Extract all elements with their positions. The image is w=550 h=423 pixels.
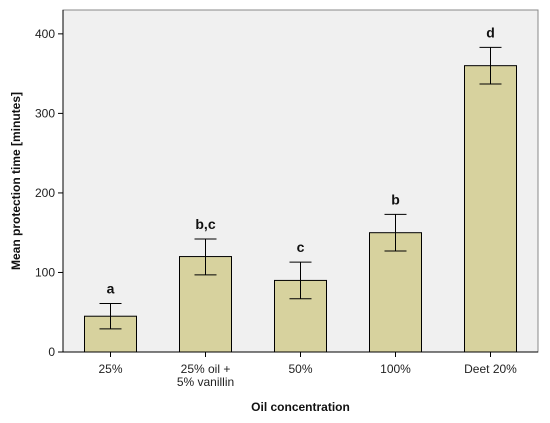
x-tick-label: 100% [380,362,411,376]
significance-label: b [391,191,400,207]
x-tick-label: 25% [98,362,122,376]
x-tick-label: Deet 20% [464,362,517,376]
y-axis-ticks: 0 100 200 300 400 [35,27,63,359]
y-tick-label: 100 [35,265,55,279]
y-axis-title: Mean protection time [minutes] [9,92,23,270]
significance-label: c [297,239,305,255]
y-tick-label: 400 [35,27,55,41]
x-axis-ticks: 25% 25% oil +5% vanillin 50% 100% Deet 20% [98,352,517,389]
x-axis-title: Oil concentration [251,400,350,414]
bars [84,65,517,353]
significance-labels: a b,c c b d [107,24,495,296]
bar [464,65,517,353]
y-tick-label: 300 [35,106,55,120]
error-bar [479,46,502,85]
y-tick-label: 0 [48,345,55,359]
error-bar [99,302,122,330]
y-tick-label: 200 [35,186,55,200]
x-tick-label: 50% [288,362,312,376]
error-bar [289,261,312,300]
error-bars [99,46,502,330]
significance-label: d [486,24,495,40]
x-tick-label: 25% oil +5% vanillin [177,362,234,389]
significance-label: b,c [195,216,215,232]
error-bar [384,213,407,252]
error-bar [194,238,217,276]
significance-label: a [107,280,115,296]
